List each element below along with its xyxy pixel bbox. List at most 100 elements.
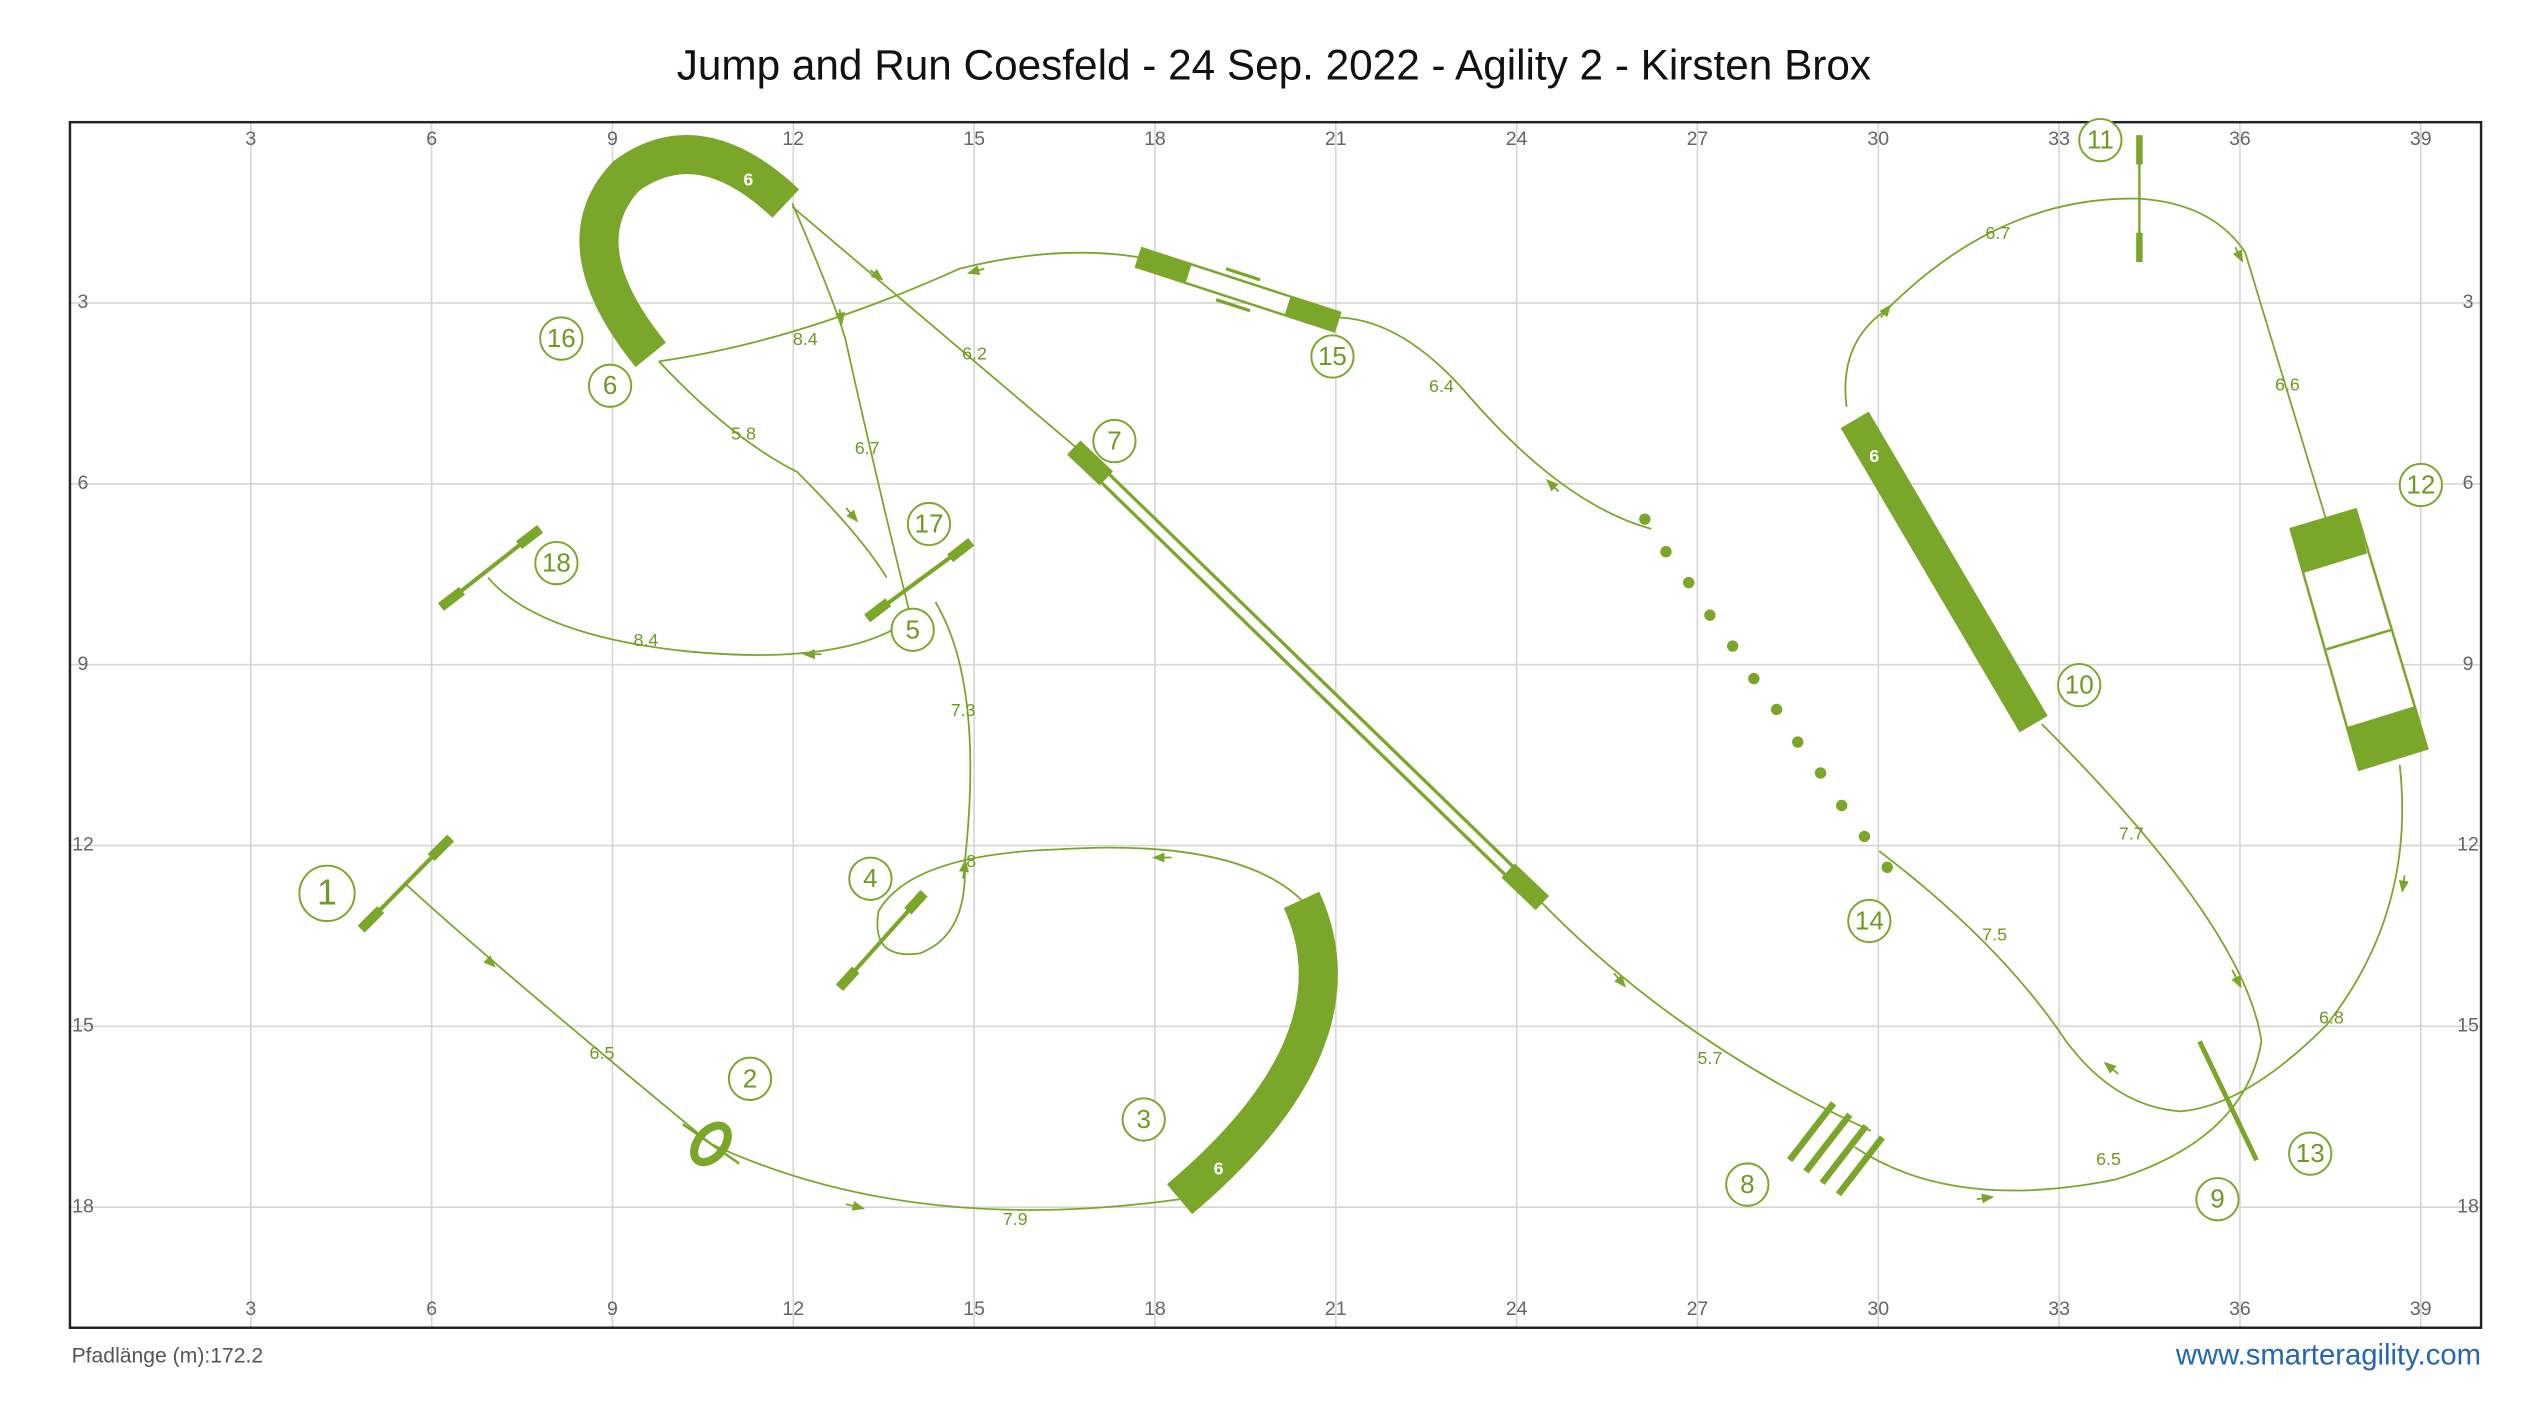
- obstacle-number: 2: [743, 1063, 757, 1093]
- x-tick-label: 18: [1144, 128, 1166, 150]
- distance-label: 5.8: [731, 423, 756, 443]
- x-tick-label: 15: [963, 128, 985, 150]
- y-tick-label: 6: [2463, 472, 2474, 494]
- x-tick-label: 9: [607, 128, 618, 150]
- y-tick-label: 12: [72, 834, 94, 856]
- distance-label: 6.5: [2096, 1149, 2121, 1169]
- obstacles: [357, 135, 2429, 1215]
- x-tick-label: 3: [245, 128, 256, 150]
- x-tick-label: 33: [2048, 1298, 2070, 1320]
- number-ring: [534, 540, 579, 586]
- distance-label: 7.7: [2119, 823, 2144, 843]
- y-tick-label: 9: [78, 653, 89, 675]
- x-tick-label: 33: [2048, 128, 2070, 150]
- distance-label: 7.9: [1003, 1209, 1028, 1229]
- obstacle-number: 18: [542, 548, 571, 578]
- number-ring: [2078, 117, 2123, 163]
- x-tick-label: 15: [963, 1298, 985, 1320]
- x-tick-label: 12: [782, 1298, 804, 1320]
- obstacle-number: 11: [2087, 125, 2114, 155]
- obstacle-number: 13: [2296, 1138, 2325, 1168]
- x-tick-label: 27: [1687, 128, 1709, 150]
- x-tick-label: 21: [1325, 1298, 1347, 1320]
- obstacle-number: 16: [547, 323, 576, 353]
- x-tick-label: 6: [426, 128, 437, 150]
- y-tick-label: 18: [72, 1195, 94, 1217]
- obstacle-number: 10: [2065, 670, 2094, 700]
- number-ring: [1121, 1097, 1166, 1142]
- number-ring: [1847, 898, 1892, 944]
- x-tick-label: 24: [1506, 128, 1528, 150]
- distance-label: 8: [966, 851, 976, 871]
- number-ring: [848, 856, 893, 901]
- distance-label: 8.4: [793, 329, 818, 349]
- obstacle-number: 15: [1318, 341, 1347, 371]
- number-ring: [1725, 1162, 1770, 1207]
- obstacle-number: 17: [915, 509, 944, 539]
- grid: 3366991212151518182121242427273030333336…: [69, 122, 2482, 1328]
- distance-label: 6.6: [2275, 374, 2300, 394]
- obstacle-number: 6: [603, 370, 617, 400]
- number-ring: [2398, 462, 2443, 508]
- x-tick-label: 36: [2229, 128, 2251, 150]
- x-tick-label: 36: [2229, 1298, 2251, 1320]
- site-link[interactable]: www.smarteragility.com: [2175, 1339, 2481, 1372]
- distance-label: 6.5: [590, 1043, 615, 1063]
- obstacle-number: 12: [2406, 469, 2435, 499]
- y-tick-label: 3: [2463, 291, 2474, 313]
- y-tick-label: 3: [78, 291, 89, 313]
- x-tick-label: 39: [2410, 128, 2432, 150]
- course-path: [404, 197, 2409, 1211]
- obstacle-number: 8: [1740, 1169, 1754, 1199]
- number-ring: [2195, 1177, 2240, 1222]
- tunnel-length: 6: [743, 169, 753, 189]
- distance-label: 6.7: [855, 438, 880, 458]
- obstacle-number: 14: [1855, 906, 1884, 936]
- number-ring: [2288, 1131, 2333, 1176]
- path-length: Pfadlänge (m):172.2: [72, 1345, 264, 1368]
- number-ring: [1310, 334, 1355, 379]
- x-tick-label: 9: [607, 1298, 618, 1320]
- x-tick-label: 39: [2410, 1298, 2432, 1320]
- tunnel-length: 6: [1869, 446, 1879, 466]
- x-tick-label: 27: [1687, 1298, 1709, 1320]
- title: Jump and Run Coesfeld - 24 Sep. 2022 - A…: [677, 42, 1871, 89]
- distance-label: 7.3: [951, 700, 976, 720]
- obstacle-number: 5: [905, 614, 919, 644]
- frame: [68, 120, 2483, 1329]
- y-tick-label: 6: [78, 472, 89, 494]
- number-ring: [587, 363, 633, 408]
- obstacle-number: 9: [2210, 1184, 2224, 1214]
- number-ring: [906, 501, 952, 547]
- distance-label: 6.2: [962, 344, 987, 364]
- obstacle-number: 7: [1107, 426, 1121, 456]
- distances: 6.5 7.9 8 7.3 6.7 5.8 8.4 6.2 5.7 6.5 6.8 7.5 7.7 6.7…: [590, 223, 2344, 1229]
- distance-label: 8.4: [633, 630, 658, 650]
- tunnel-length: 6: [1214, 1159, 1224, 1179]
- distance-label: 6.4: [1429, 376, 1454, 396]
- y-tick-label: 18: [2457, 1195, 2479, 1217]
- number-ring: [539, 316, 584, 361]
- distance-label: 6.8: [2319, 1007, 2344, 1027]
- obstacle-number: 4: [863, 863, 877, 893]
- number-ring: [298, 864, 356, 922]
- number-ring: [2057, 662, 2102, 708]
- y-tick-label: 15: [72, 1014, 94, 1036]
- distance-label: 5.7: [1697, 1048, 1722, 1068]
- obstacle-number: 1: [317, 872, 337, 912]
- y-tick-label: 15: [2457, 1014, 2479, 1036]
- x-tick-label: 30: [1867, 1298, 1889, 1320]
- y-tick-label: 9: [2463, 653, 2474, 675]
- x-tick-label: 3: [245, 1298, 256, 1320]
- x-tick-label: 21: [1325, 128, 1347, 150]
- y-tick-label: 12: [2457, 834, 2479, 856]
- x-tick-label: 12: [782, 128, 804, 150]
- number-ring: [727, 1056, 773, 1101]
- number-ring: [1092, 418, 1137, 464]
- x-tick-label: 30: [1867, 128, 1889, 150]
- obstacle-number: 3: [1136, 1104, 1150, 1134]
- distance-label: 7.5: [1982, 924, 2007, 944]
- x-tick-label: 6: [426, 1298, 437, 1320]
